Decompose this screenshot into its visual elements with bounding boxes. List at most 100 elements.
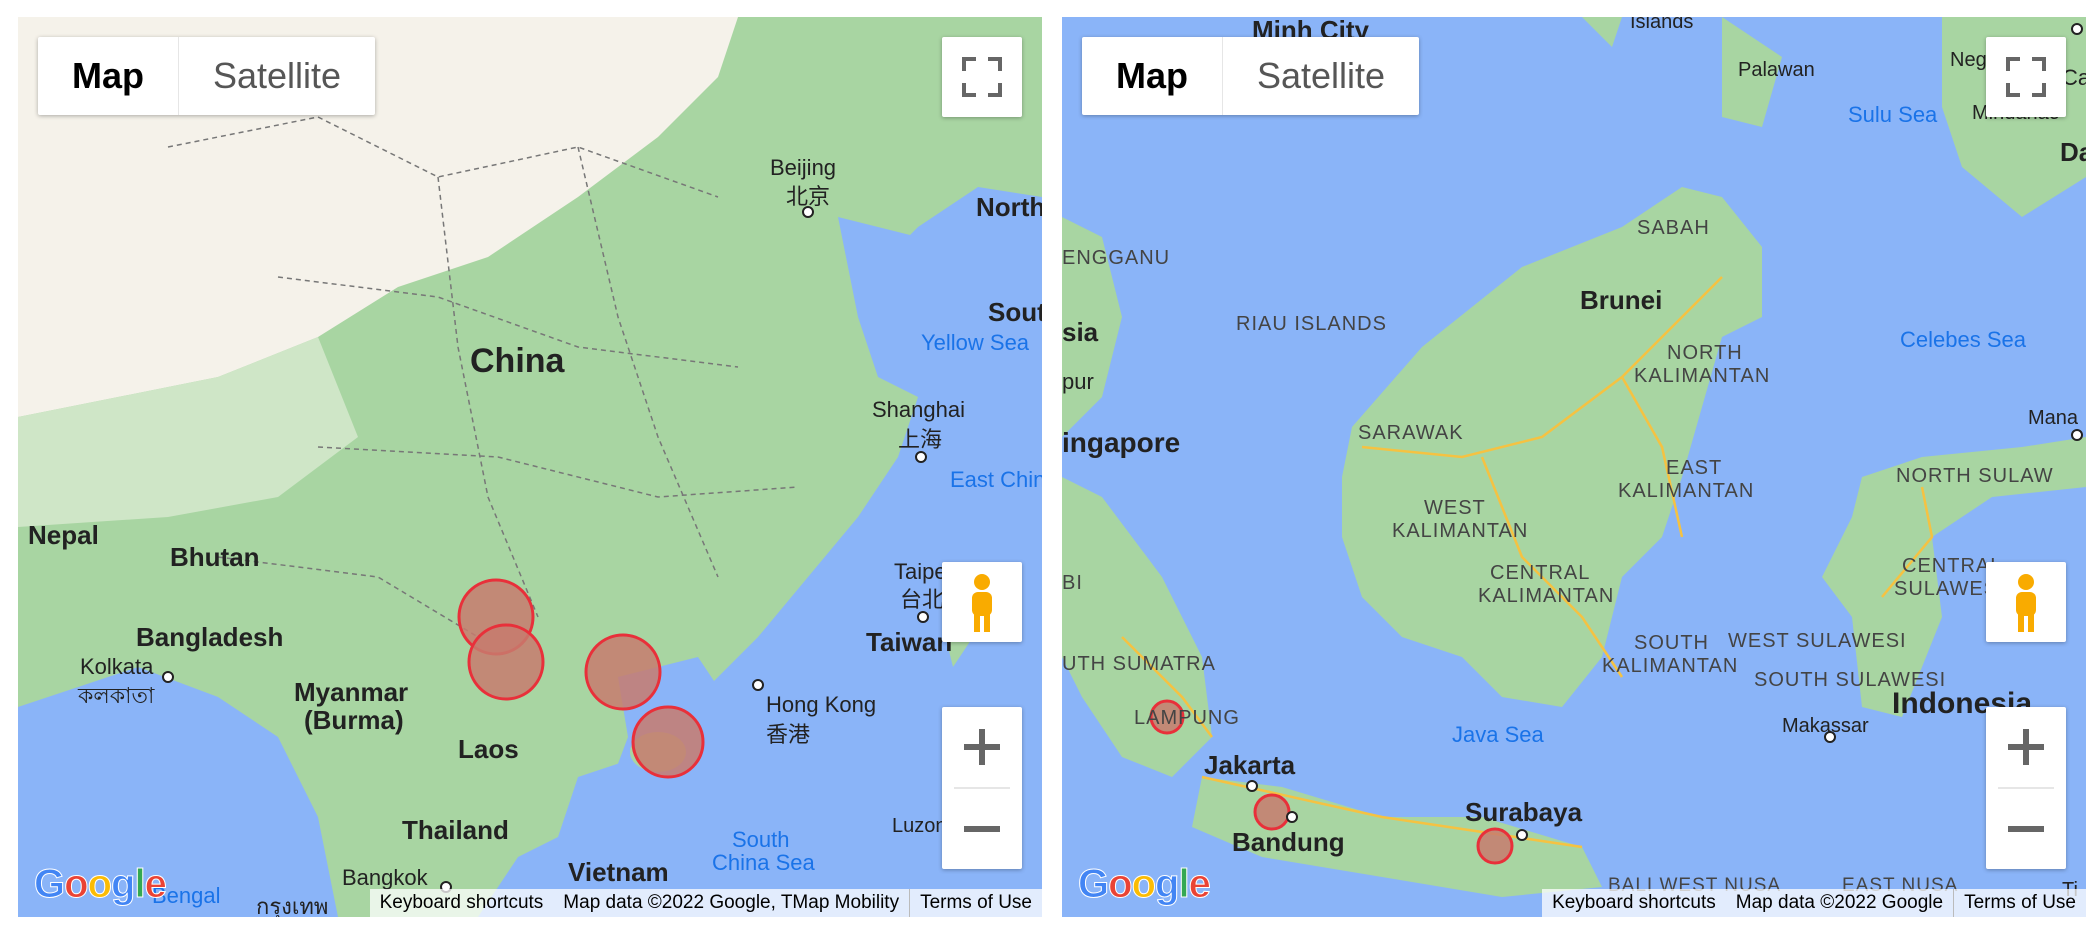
label-north-sulawesi: NORTH SULAW <box>1896 465 2054 487</box>
label-sabah: SABAH <box>1637 217 1710 239</box>
google-logo: Google <box>33 862 167 907</box>
label-burma: (Burma) <box>304 705 404 735</box>
fullscreen-icon <box>962 57 1002 97</box>
label-beijing-cn: 北京 <box>786 184 831 209</box>
label-taipei: Taipe <box>894 559 947 584</box>
label-bangkok-th: กรุงเทพ <box>256 894 329 917</box>
plus-icon <box>964 729 1000 765</box>
label-central-sulawesi-2: SULAWESI <box>1894 578 2005 600</box>
label-brunei: Brunei <box>1580 285 1663 315</box>
label-jambi: BI <box>1062 572 1083 594</box>
label-jakarta: Jakarta <box>1204 750 1296 780</box>
fullscreen-button[interactable] <box>942 37 1022 117</box>
zoom-control <box>1986 707 2066 869</box>
label-taipei-cn: 台北 <box>900 587 945 612</box>
map-type-satellite-button[interactable]: Satellite <box>1257 55 1386 96</box>
zoom-in-button[interactable] <box>1986 707 2066 787</box>
label-west-kalimantan-1: WEST <box>1424 497 1486 519</box>
map-marker-circle <box>1253 793 1291 831</box>
label-shanghai: Shanghai <box>872 397 965 422</box>
zoom-in-button[interactable] <box>942 707 1022 787</box>
label-palawan: Palawan <box>1738 59 1815 81</box>
label-hong-kong-cn: 香港 <box>766 722 811 747</box>
map-east-asia[interactable]: Beijing 北京 North Sout Yellow Sea China S… <box>18 17 1042 917</box>
label-kolkata-bn: কলকাতা <box>78 683 155 708</box>
label-hong-kong: Hong Kong <box>766 692 877 717</box>
label-java-sea: Java Sea <box>1452 722 1544 747</box>
label-taiwan: Taiwan <box>866 627 953 657</box>
map-marker-circle <box>467 623 545 701</box>
label-west-kalimantan-2: KALIMANTAN <box>1392 520 1529 542</box>
label-north: North <box>976 192 1042 222</box>
street-view-pegman-button[interactable] <box>942 562 1022 642</box>
label-sarawak: SARAWAK <box>1358 422 1464 444</box>
minus-icon <box>2008 826 2044 832</box>
label-bangladesh: Bangladesh <box>136 622 284 652</box>
label-bhutan: Bhutan <box>170 542 260 572</box>
label-central-kalimantan-2: KALIMANTAN <box>1478 585 1615 607</box>
map-data-attribution: Map data ©2022 Google, TMap Mobility <box>563 892 900 913</box>
label-east-kalimantan-2: KALIMANTAN <box>1618 480 1755 502</box>
label-islands: Islands <box>1630 17 1694 33</box>
label-manado: Mana <box>2028 407 2079 429</box>
label-east-china: East Chin <box>950 467 1042 492</box>
label-south-sumatra: UTH SUMATRA <box>1062 653 1216 675</box>
label-riau: RIAU ISLANDS <box>1236 313 1387 335</box>
label-thailand: Thailand <box>402 815 509 845</box>
google-logo: Google <box>1077 862 1211 907</box>
map-type-map-button[interactable]: Map <box>1082 37 1223 115</box>
map-marker-circle <box>1476 827 1514 865</box>
map-type-map-button[interactable]: Map <box>38 37 179 115</box>
label-negros: Neg <box>1950 49 1987 71</box>
label-bandung: Bandung <box>1232 827 1345 857</box>
label-shanghai-cn: 上海 <box>898 427 943 452</box>
minus-icon <box>964 826 1000 832</box>
zoom-out-button[interactable] <box>1986 789 2066 869</box>
label-surabaya: Surabaya <box>1465 797 1583 827</box>
zoom-out-button[interactable] <box>942 789 1022 869</box>
street-view-pegman-button[interactable] <box>1986 562 2066 642</box>
label-north-kalimantan-2: KALIMANTAN <box>1634 365 1771 387</box>
label-laos: Laos <box>458 734 519 764</box>
label-luzon: Luzon <box>892 815 947 837</box>
label-yellow-sea: Yellow Sea <box>921 330 1030 355</box>
label-vietnam: Vietnam <box>568 857 669 887</box>
label-makassar: Makassar <box>1782 715 1869 737</box>
label-terengganu: ENGGANU <box>1062 247 1171 269</box>
map-southeast-asia[interactable]: Minh City Islands Palawan Sulu Sea Neg M… <box>1062 17 2086 917</box>
map-attribution-bar: Keyboard shortcuts Map data ©2022 Google… <box>369 889 1042 917</box>
label-south-china-sea-2: China Sea <box>712 850 815 875</box>
label-ca: Ca <box>2062 65 2086 90</box>
zoom-control <box>942 707 1022 869</box>
map-type-control: Map Satellite <box>38 37 376 115</box>
keyboard-shortcuts-link[interactable]: Keyboard shortcuts <box>1552 892 1716 913</box>
label-celebes-sea: Celebes Sea <box>1900 327 2026 352</box>
label-west-sulawesi: WEST SULAWESI <box>1728 630 1907 652</box>
label-pur: pur <box>1062 369 1094 394</box>
keyboard-shortcuts-link[interactable]: Keyboard shortcuts <box>379 892 544 913</box>
fullscreen-button[interactable] <box>1986 37 2066 117</box>
label-bangkok: Bangkok <box>342 865 428 890</box>
label-china: China <box>470 342 565 380</box>
label-lampung: LAMPUNG <box>1134 707 1240 729</box>
label-south-kalimantan-2: KALIMANTAN <box>1602 655 1739 677</box>
label-myanmar: Myanmar <box>294 677 409 707</box>
pegman-icon <box>2016 574 2036 632</box>
terms-of-use-link[interactable]: Terms of Use <box>1953 889 2086 917</box>
label-sia: sia <box>1062 317 1099 347</box>
pegman-icon <box>972 574 992 632</box>
label-nepal: Nepal <box>28 520 99 550</box>
label-bengal: Bengal <box>152 883 221 908</box>
map-data-attribution: Map data ©2022 Google <box>1735 892 1944 913</box>
fullscreen-icon <box>2006 57 2046 97</box>
plus-icon <box>2008 729 2044 765</box>
map-tiles <box>18 17 1042 917</box>
label-sulu-sea: Sulu Sea <box>1848 102 1938 127</box>
map-marker-circle <box>1149 699 1185 735</box>
label-kolkata: Kolkata <box>80 654 154 679</box>
terms-of-use-link[interactable]: Terms of Use <box>909 889 1042 917</box>
label-south: Sout <box>988 297 1042 327</box>
map-type-satellite-button[interactable]: Satellite <box>213 55 342 96</box>
label-north-kalimantan-1: NORTH <box>1667 342 1743 364</box>
label-da: Da <box>2060 137 2086 167</box>
